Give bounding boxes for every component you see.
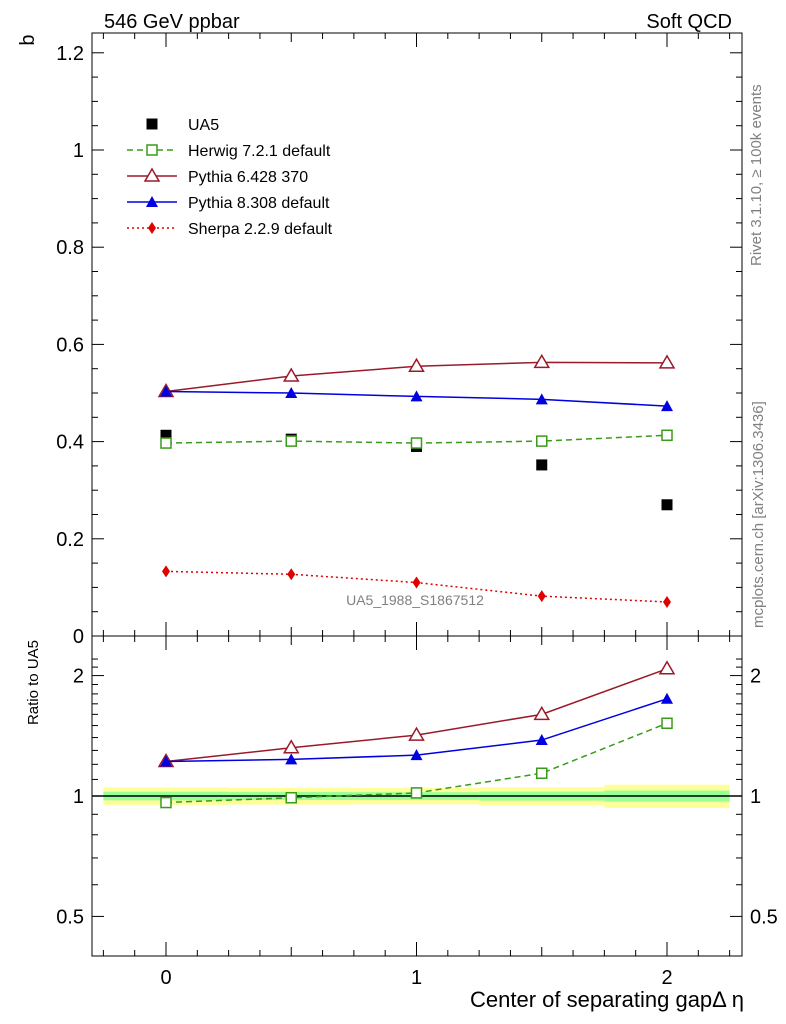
rivet-version-label: Rivet 3.1.10, ≥ 100k events xyxy=(748,84,765,266)
process-label: 546 GeV ppbar xyxy=(104,11,240,33)
ratio-pythia6-point xyxy=(282,739,300,754)
legend-label: Herwig 7.2.1 default xyxy=(188,143,331,160)
main-ua5-point xyxy=(536,459,548,471)
ratio-herwig-point xyxy=(160,796,172,809)
x-tick-label: 0 xyxy=(160,967,171,989)
main-ua5-point xyxy=(661,499,673,511)
ratio-pythia6-point xyxy=(533,705,551,721)
ratio-pythia6-line xyxy=(165,668,668,763)
legend-label: Pythia 8.308 default xyxy=(188,195,330,212)
main-pythia6-point xyxy=(533,353,551,369)
main-herwig-point xyxy=(536,435,548,447)
x-tick-label: 1 xyxy=(411,967,422,989)
main-pythia6-point xyxy=(282,367,300,382)
main-pythia8-point xyxy=(160,385,172,397)
ratio-pythia6-point xyxy=(408,726,425,741)
mcplots-label: mcplots.cern.ch [arXiv:1306.3436] xyxy=(750,401,767,628)
legend-label: UA5 xyxy=(188,117,219,134)
main-pythia8-point xyxy=(285,387,298,398)
category-label: Soft QCD xyxy=(646,11,732,33)
ratio-pythia8-point xyxy=(160,755,172,767)
legend-marker xyxy=(143,167,161,182)
main-sherpa-point xyxy=(287,568,296,581)
ratio-y-tick-label-right: 0.5 xyxy=(750,906,778,928)
main-herwig-point xyxy=(285,435,297,447)
y-tick-label: 1.2 xyxy=(56,43,84,65)
ratio-y-tick-label-right: 1 xyxy=(750,786,761,808)
ratio-herwig-point xyxy=(661,717,673,730)
ratio-pythia8-point xyxy=(410,749,423,761)
analysis-id-label: UA5_1988_S1867512 xyxy=(346,592,484,608)
main-ua5-point xyxy=(160,429,172,441)
legend-label: Sherpa 2.2.9 default xyxy=(188,221,333,238)
ratio-plot: 0 1 2 0.5 0.5 1 1 2 2 xyxy=(56,635,778,989)
main-herwig-point xyxy=(661,429,673,442)
ratio-herwig-point xyxy=(536,767,548,779)
legend-marker xyxy=(146,118,158,130)
main-pythia6-point xyxy=(408,357,425,373)
x-axis-label: Center of separating gapΔ η xyxy=(470,987,744,1012)
main-sherpa-point xyxy=(537,590,546,603)
main-sherpa-point xyxy=(412,576,421,589)
main-herwig-point xyxy=(410,437,423,449)
ratio-pythia8-point xyxy=(285,753,298,765)
y-axis-label-main: b xyxy=(17,34,39,45)
y-tick-label: 0.2 xyxy=(56,529,84,551)
ratio-y-tick-label: 0.5 xyxy=(56,906,84,928)
legend-marker xyxy=(148,222,156,234)
ratio-pythia8-point xyxy=(661,692,673,704)
x-tick-label: 2 xyxy=(661,967,672,989)
ratio-herwig-point xyxy=(410,787,423,799)
y-axis-label-ratio: Ratio to UA5 xyxy=(25,640,42,725)
ratio-y-tick-label-right: 2 xyxy=(750,666,761,688)
main-herwig-point xyxy=(160,437,172,449)
legend-marker xyxy=(146,144,158,156)
main-pythia8-point xyxy=(535,393,548,405)
main-sherpa-point xyxy=(162,565,170,578)
main-pythia6-point xyxy=(658,354,676,369)
y-tick-label: 0.6 xyxy=(56,334,84,356)
ratio-y-tick-label: 1 xyxy=(73,786,84,808)
y-tick-label: 0 xyxy=(73,626,84,648)
ratio-pythia8-point xyxy=(535,734,548,746)
legend-marker xyxy=(146,196,158,207)
legend: UA5 Herwig 7.2.1 default Pythia 6.428 370 P… xyxy=(127,117,333,238)
main-sherpa-point xyxy=(663,595,671,608)
legend-label: Pythia 6.428 370 xyxy=(188,169,308,186)
y-tick-label: 0.4 xyxy=(56,432,84,454)
ratio-pythia6-point xyxy=(658,660,676,675)
y-tick-label: 0.8 xyxy=(56,237,84,259)
main-plot: 0 0.2 0.4 0.6 0.8 1 1.2 xyxy=(56,32,743,956)
y-tick-label: 1 xyxy=(73,140,84,162)
ratio-y-tick-label: 2 xyxy=(73,666,84,688)
main-pythia8-point xyxy=(661,400,673,412)
ratio-herwig-point xyxy=(285,791,297,804)
main-pythia8-point xyxy=(410,390,423,402)
